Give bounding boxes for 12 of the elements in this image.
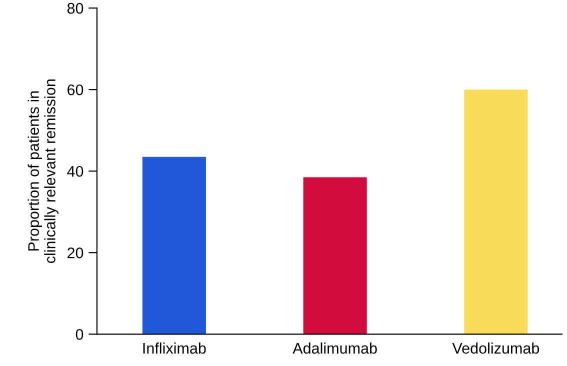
y-tick-label: 20: [68, 248, 84, 258]
x-tick-label: Adalimumab: [292, 342, 377, 354]
y-tick-label: 0: [76, 329, 84, 340]
y-axis-title: Proportion of patients in clinically relevant remission: [28, 80, 58, 263]
bar: [303, 177, 367, 334]
y-tick-label: 80: [67, 2, 84, 14]
bar: [464, 90, 528, 334]
y-tick-label: 40: [67, 166, 84, 177]
x-tick-label: Vedolizumab: [452, 342, 540, 354]
bar: [142, 156, 206, 334]
y-tick-label: 60: [68, 84, 84, 96]
x-tick-label: Infliximab: [143, 342, 206, 354]
